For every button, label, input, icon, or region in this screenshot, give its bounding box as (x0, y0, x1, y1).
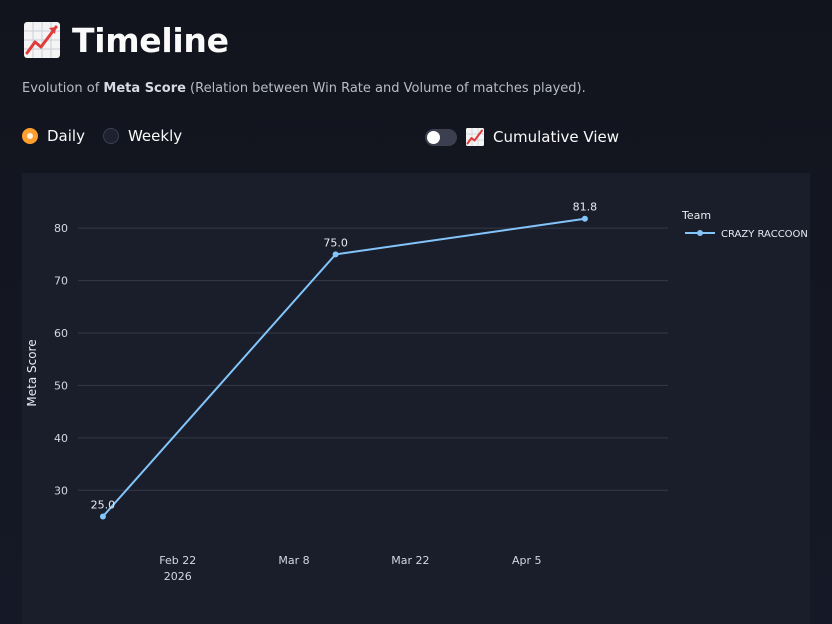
radio-daily-label: Daily (47, 127, 85, 145)
y-tick-label: 30 (54, 484, 68, 497)
radio-daily[interactable]: Daily (22, 127, 85, 145)
y-tick-label: 50 (54, 379, 68, 392)
x-tick-label: Apr 5 (512, 554, 542, 567)
radio-selected-indicator[interactable] (22, 128, 38, 144)
radio-weekly-label: Weekly (127, 127, 183, 145)
x-axis-ticks: Feb 22 2026 Mar 8 Mar 22 Apr 5 (159, 554, 541, 583)
subtitle-metric: Meta Score (103, 81, 186, 96)
legend-series-label[interactable]: CRAZY RACCOON (721, 229, 808, 240)
y-tick-label: 40 (54, 432, 68, 445)
gridlines (78, 227, 668, 491)
page-header: Timeline (22, 18, 229, 62)
y-axis-ticks: 30 40 50 60 70 80 (54, 222, 68, 497)
radio-weekly[interactable]: Weekly (102, 127, 183, 145)
legend-series-swatch-marker (697, 230, 703, 236)
y-tick-label: 60 (54, 327, 68, 340)
chart-increasing-icon (466, 128, 484, 146)
subtitle-suffix: (Relation between Win Rate and Volume of… (185, 81, 586, 96)
data-label: 25.0 (91, 498, 116, 511)
series-line (102, 217, 586, 518)
subtitle-prefix: Evolution of (22, 81, 104, 96)
chart-increasing-icon (24, 22, 60, 58)
cumulative-view-label: Cumulative View (493, 128, 619, 146)
period-radio-group: Daily Weekly (22, 127, 182, 145)
x-tick-year-label: 2026 (164, 570, 192, 583)
toggle-knob (427, 130, 440, 144)
radio-unselected-indicator[interactable] (102, 128, 119, 144)
y-tick-label: 70 (54, 275, 68, 288)
y-axis-label: Meta Score (25, 339, 39, 406)
x-tick-label: Mar 8 (278, 554, 309, 567)
cumulative-view-toggle[interactable]: Cumulative View (425, 127, 619, 147)
series-layer: 25.0 75.0 81.8 (91, 201, 597, 520)
data-label: 81.8 (573, 201, 598, 214)
x-tick-label: Feb 22 (159, 554, 196, 567)
data-point[interactable] (99, 513, 106, 520)
data-point[interactable] (581, 215, 588, 222)
page-title: Timeline (72, 20, 229, 60)
data-label: 75.0 (323, 236, 348, 249)
page-subtitle: Evolution of Meta Score (Relation betwee… (22, 81, 586, 96)
x-tick-label: Mar 22 (391, 554, 429, 567)
toggle-switch[interactable] (425, 128, 457, 146)
legend[interactable]: Team CRAZY RACCOON (681, 209, 808, 240)
legend-title: Team (681, 209, 711, 222)
data-point[interactable] (332, 251, 339, 258)
y-tick-label: 80 (54, 222, 68, 235)
chart-panel: 30 40 50 60 70 80 Feb 22 2026 Mar 8 Mar 22 Apr 5 … (22, 173, 810, 624)
